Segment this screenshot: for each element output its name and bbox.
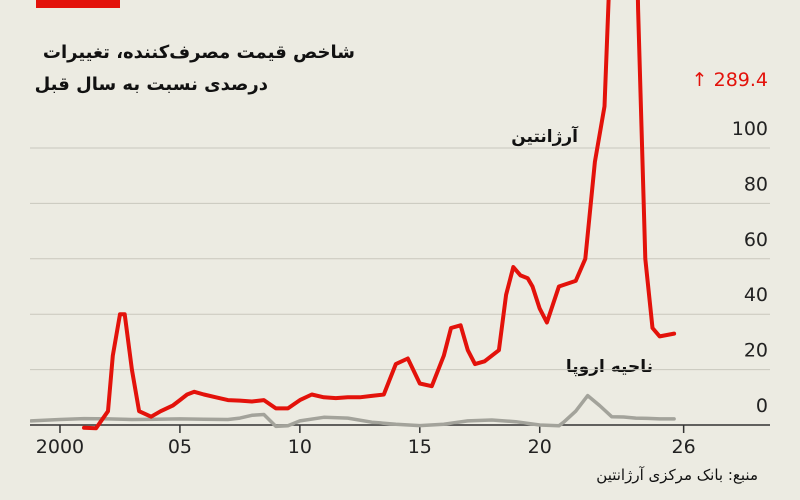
annotation: ↑ 289.4 [692, 69, 768, 91]
series-label: آرژانتین [511, 125, 579, 147]
y-tick-label: 100 [732, 118, 768, 140]
line [82, 0, 677, 431]
x-tick-label: 15 [408, 436, 432, 458]
y-tick-label: 20 [744, 340, 768, 362]
chart-subtitle: درصدی نسبت به سال قبل [35, 74, 268, 95]
y-tick-label: 80 [744, 173, 768, 195]
x-tick-label: 2000 [36, 436, 84, 458]
chart-title: شاخص قیمت مصرف‌کننده، تغییرات [43, 42, 355, 63]
x-tick-label: 10 [288, 436, 312, 458]
brand-bar [36, 0, 120, 8]
y-tick-label: 40 [744, 284, 768, 306]
source: منبع: بانک مرکزی آرژانتین [596, 466, 758, 484]
x-tick-label: 05 [168, 436, 192, 458]
x-tick-label: 26 [672, 436, 696, 458]
plot-area [30, 0, 677, 431]
y-tick-label: 60 [744, 229, 768, 251]
x-tick-label: 20 [528, 436, 552, 458]
series-label: ناحیه اروپا [566, 357, 653, 377]
y-tick-label: 0 [756, 395, 768, 417]
line [30, 393, 676, 429]
